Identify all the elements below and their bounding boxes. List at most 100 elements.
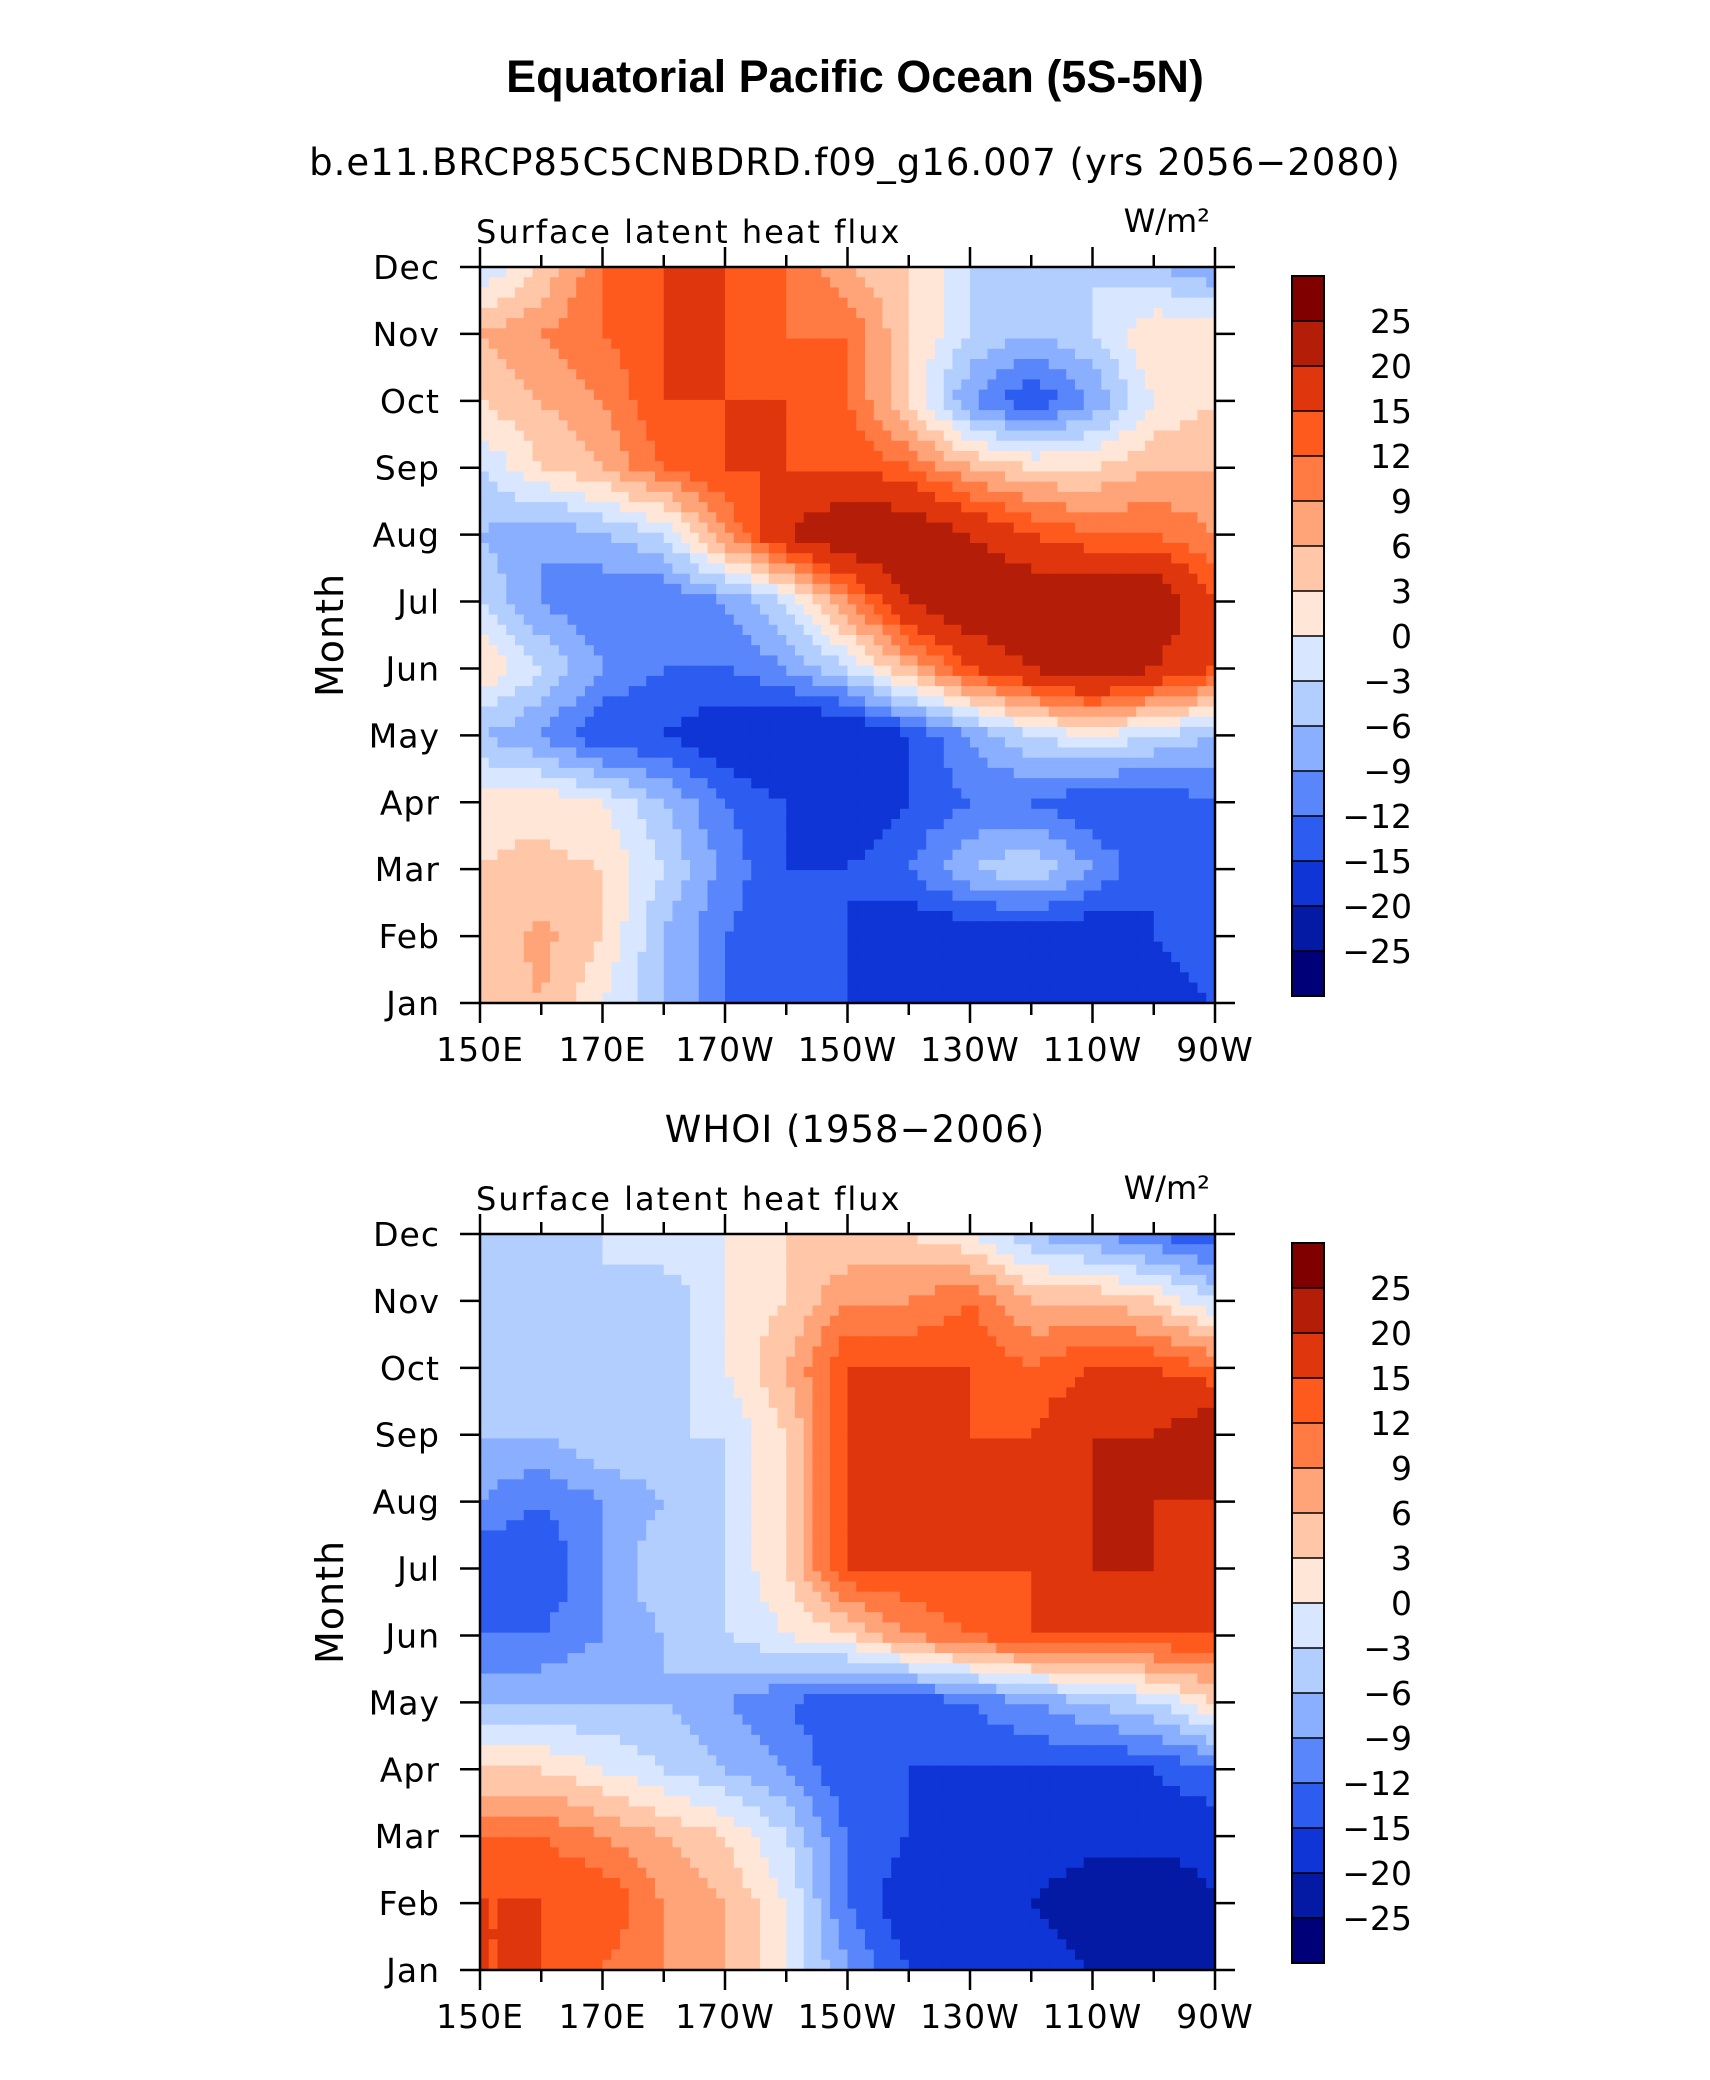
heatmap-cell <box>576 440 586 452</box>
heatmap-cell <box>515 461 525 473</box>
heatmap-cell <box>1197 287 1207 299</box>
heatmap-cell <box>585 399 595 411</box>
heatmap-cell <box>917 696 927 708</box>
heatmap-cell <box>1118 348 1129 360</box>
heatmap-cell <box>1048 543 1059 554</box>
heatmap-cell <box>1005 461 1015 473</box>
heatmap-cell <box>882 420 892 432</box>
heatmap-cell <box>987 318 997 329</box>
heatmap-cell <box>663 563 674 575</box>
heatmap-cell <box>786 839 796 851</box>
heatmap-cell <box>515 829 525 841</box>
heatmap-cell <box>716 338 726 350</box>
heatmap-cell <box>1180 594 1190 605</box>
heatmap-cell <box>550 522 560 534</box>
heatmap-cell <box>917 410 927 421</box>
heatmap-cell <box>1083 502 1094 513</box>
heatmap-cell <box>795 338 805 350</box>
heatmap-cell <box>663 379 674 391</box>
heatmap-cell <box>1101 348 1111 360</box>
heatmap-cell <box>873 522 884 534</box>
heatmap-cell <box>1153 532 1164 544</box>
heatmap-cell <box>1206 522 1216 534</box>
heatmap-cell <box>480 359 490 370</box>
heatmap-cell <box>803 573 814 585</box>
heatmap-cell <box>926 635 936 646</box>
heatmap-cell <box>1153 379 1164 391</box>
heatmap-cell <box>541 502 551 513</box>
heatmap-cell <box>987 522 997 534</box>
heatmap-cell <box>1101 359 1111 370</box>
heatmap-cell <box>1040 553 1050 565</box>
heatmap-cell <box>847 849 857 861</box>
heatmap-cell <box>567 491 577 503</box>
heatmap-cell <box>777 767 787 779</box>
heatmap-cell <box>1145 808 1155 820</box>
heatmap-cell <box>891 420 901 432</box>
heatmap-cell <box>838 267 849 278</box>
heatmap-cell <box>742 635 752 646</box>
heatmap-cell <box>541 870 551 881</box>
heatmap-cell <box>1162 491 1172 503</box>
heatmap-cell <box>847 604 857 616</box>
heatmap-cell <box>768 573 779 585</box>
heatmap-cell <box>681 369 691 381</box>
heatmap-cell <box>1101 461 1111 473</box>
heatmap-cell <box>1075 481 1085 493</box>
heatmap-cell <box>1153 747 1164 759</box>
heatmap-cell <box>1145 297 1155 309</box>
heatmap-cell <box>1162 665 1172 677</box>
heatmap-cell <box>908 696 919 708</box>
heatmap-cell <box>900 553 910 565</box>
heatmap-cell <box>961 573 971 585</box>
heatmap-cell <box>1188 716 1199 728</box>
heatmap-cell <box>873 778 884 789</box>
heatmap-cell <box>856 767 866 779</box>
heatmap-cell <box>1075 359 1085 370</box>
heatmap-cell <box>523 859 534 871</box>
heatmap-cell <box>1188 328 1199 340</box>
heatmap-cell <box>1013 696 1024 708</box>
heatmap-cell <box>961 277 971 289</box>
heatmap-cell <box>733 798 744 810</box>
heatmap-cell <box>821 440 831 452</box>
heatmap-cell <box>926 307 936 319</box>
heatmap-cell <box>1145 665 1155 677</box>
heatmap-cell <box>952 583 962 595</box>
heatmap-cell <box>576 696 586 708</box>
heatmap-cell <box>786 420 796 432</box>
heatmap-cell <box>1083 338 1094 350</box>
heatmap-cell <box>1118 727 1129 738</box>
heatmap-cell <box>725 583 735 595</box>
heatmap-cell <box>1197 747 1207 759</box>
heatmap-cell <box>1180 573 1190 585</box>
heatmap-cell <box>1048 379 1059 391</box>
heatmap-cell <box>550 307 560 319</box>
heatmap-cell <box>628 696 639 708</box>
heatmap-cell <box>900 410 910 421</box>
heatmap-cell <box>908 747 919 759</box>
heatmap-cell <box>1005 778 1015 789</box>
heatmap-cell <box>1136 451 1146 462</box>
heatmap-cell <box>1048 819 1059 830</box>
heatmap-cell <box>506 297 516 309</box>
heatmap-cell <box>716 727 726 738</box>
heatmap-cell <box>1136 440 1146 452</box>
heatmap-cell <box>812 481 822 493</box>
heatmap-cell <box>1180 583 1190 595</box>
heatmap-cell <box>952 277 962 289</box>
heatmap-cell <box>716 859 726 871</box>
heatmap-cell <box>1005 583 1015 595</box>
heatmap-cell <box>620 594 630 605</box>
heatmap-cell <box>838 604 849 616</box>
heatmap-cell <box>515 318 525 329</box>
heatmap-cell <box>777 307 787 319</box>
heatmap-cell <box>515 839 525 851</box>
heatmap-cell <box>576 747 586 759</box>
heatmap-cell <box>996 318 1006 329</box>
heatmap-cell <box>821 696 831 708</box>
heatmap-cell <box>996 614 1006 626</box>
heatmap-cell <box>1127 675 1137 687</box>
heatmap-cell <box>1092 829 1102 841</box>
heatmap-cell <box>891 532 901 544</box>
